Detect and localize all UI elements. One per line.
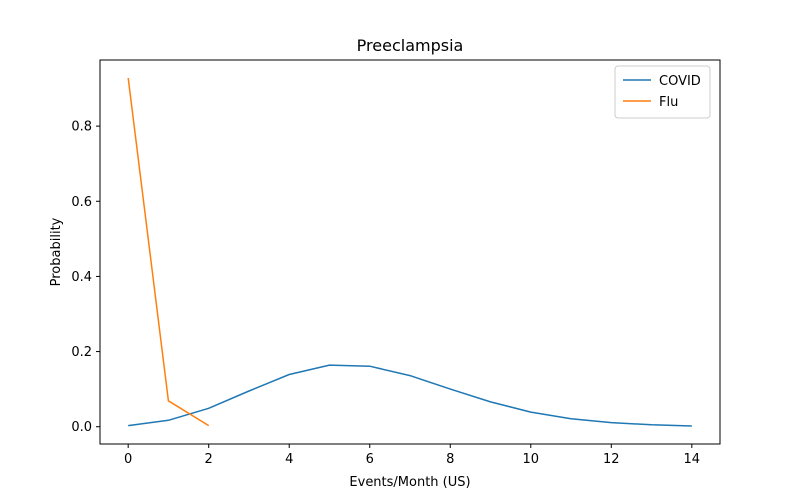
y-tick-label: 0.0 [71, 420, 92, 435]
x-tick-label: 6 [366, 452, 374, 467]
series-lines [127, 77, 692, 427]
y-tick-label: 0.4 [71, 270, 92, 285]
x-tick-label: 14 [684, 452, 701, 467]
axis-ticks: 0 2 4 6 8 10 12 14 0.0 0.2 0.4 0.6 0.8 [71, 120, 700, 467]
chart-title: Preeclampsia [357, 36, 464, 55]
x-tick-label: 0 [124, 452, 132, 467]
y-axis-label: Probability [49, 217, 64, 286]
y-tick-label: 0.6 [71, 195, 92, 210]
legend-label: COVID [659, 74, 701, 89]
x-tick-label: 12 [603, 452, 620, 467]
x-tick-label: 4 [285, 452, 293, 467]
series-line-flu [127, 77, 210, 427]
legend-label: Flu [659, 95, 678, 110]
x-tick-label: 8 [446, 452, 454, 467]
x-tick-label: 10 [523, 452, 540, 467]
plot-frame [99, 59, 721, 445]
y-tick-label: 0.2 [71, 345, 92, 360]
x-tick-label: 2 [205, 452, 213, 467]
legend: COVID Flu [614, 65, 711, 119]
series-line-covid [128, 364, 692, 427]
y-tick-label: 0.8 [71, 120, 92, 135]
x-axis-label: Events/Month (US) [349, 475, 470, 490]
legend-box [614, 65, 711, 119]
plot-area [100, 60, 720, 444]
